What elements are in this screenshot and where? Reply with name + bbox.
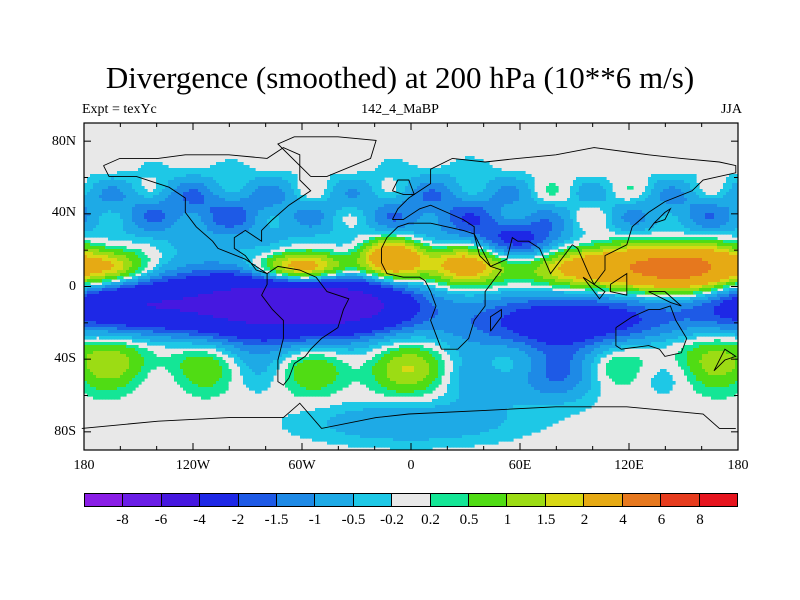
lon-label-180w: 180 xyxy=(73,458,95,473)
divergence-field xyxy=(84,156,738,450)
coastline xyxy=(713,348,737,372)
coastline xyxy=(609,272,628,296)
colorbar-swatch xyxy=(699,493,738,507)
lat-label-40s: 40S xyxy=(54,351,76,366)
lon-label-120e: 120E xyxy=(614,458,644,473)
case-label: 142_4_MaBP xyxy=(361,102,439,117)
cbar-label: -2 xyxy=(231,512,245,528)
expt-label: Expt = texYc xyxy=(82,102,157,117)
colorbar-swatch xyxy=(353,493,393,507)
colorbar-swatch xyxy=(622,493,662,507)
cbar-label: 4 xyxy=(619,512,627,528)
coastline xyxy=(277,136,377,177)
cbar-label: 0.2 xyxy=(421,512,440,528)
colorbar-swatch xyxy=(200,493,239,507)
plot-title: Divergence (smoothed) at 200 hPa (10**6 … xyxy=(105,60,695,95)
colorbar-swatch xyxy=(661,493,700,507)
coastline xyxy=(582,276,606,300)
colorbar-swatch xyxy=(315,493,354,507)
cbar-label: -8 xyxy=(116,512,129,528)
cbar-label: 8 xyxy=(696,512,704,528)
lat-label-40n: 40N xyxy=(51,205,76,220)
colorbar-swatch xyxy=(161,493,201,507)
coastline xyxy=(81,402,736,429)
lon-label-60w: 60W xyxy=(288,458,316,473)
cbar-label: -6 xyxy=(154,512,168,528)
colorbar-swatch xyxy=(545,493,585,507)
coastline xyxy=(103,147,312,275)
cbar-label: 6 xyxy=(657,512,666,528)
colorbar-swatch xyxy=(430,493,470,507)
coastlines xyxy=(81,136,737,429)
tick-marks xyxy=(83,123,739,450)
coastline xyxy=(391,179,415,195)
lat-label-80s: 80S xyxy=(54,424,76,439)
cbar-label: 1 xyxy=(503,512,512,528)
coastline xyxy=(648,291,682,307)
lon-label-180e: 180 xyxy=(727,458,749,473)
lon-label-0: 0 xyxy=(407,458,415,473)
cbar-label: -1 xyxy=(308,512,322,528)
cbar-label: 1.5 xyxy=(536,512,556,528)
cbar-label: -0.5 xyxy=(341,512,366,528)
coastline xyxy=(490,308,502,332)
cbar-label: -4 xyxy=(193,512,206,528)
colorbar-swatch xyxy=(277,493,316,507)
colorbar-swatch xyxy=(507,493,546,507)
colorbar-swatch xyxy=(584,493,623,507)
lon-label-120w: 120W xyxy=(175,458,211,473)
lat-label-0: 0 xyxy=(69,279,76,294)
cbar-label: 0.5 xyxy=(459,512,479,528)
lon-label-60e: 60E xyxy=(508,458,532,473)
cbar-label: -0.2 xyxy=(380,512,404,528)
coastline xyxy=(615,305,688,357)
colorbar-swatch xyxy=(469,493,508,507)
colorbar-swatch xyxy=(238,493,278,507)
coastline xyxy=(648,207,672,231)
cbar-label: 2 xyxy=(580,512,589,528)
colorbar-swatch xyxy=(392,493,431,507)
colorbar-swatch xyxy=(84,493,124,507)
colorbar xyxy=(84,493,738,507)
colorbar-swatch xyxy=(123,493,162,507)
coastline xyxy=(261,265,350,386)
lat-label-80n: 80N xyxy=(51,134,76,149)
cbar-label: -1.5 xyxy=(264,512,289,528)
season-label: JJA xyxy=(720,102,742,117)
coastline xyxy=(381,222,503,350)
